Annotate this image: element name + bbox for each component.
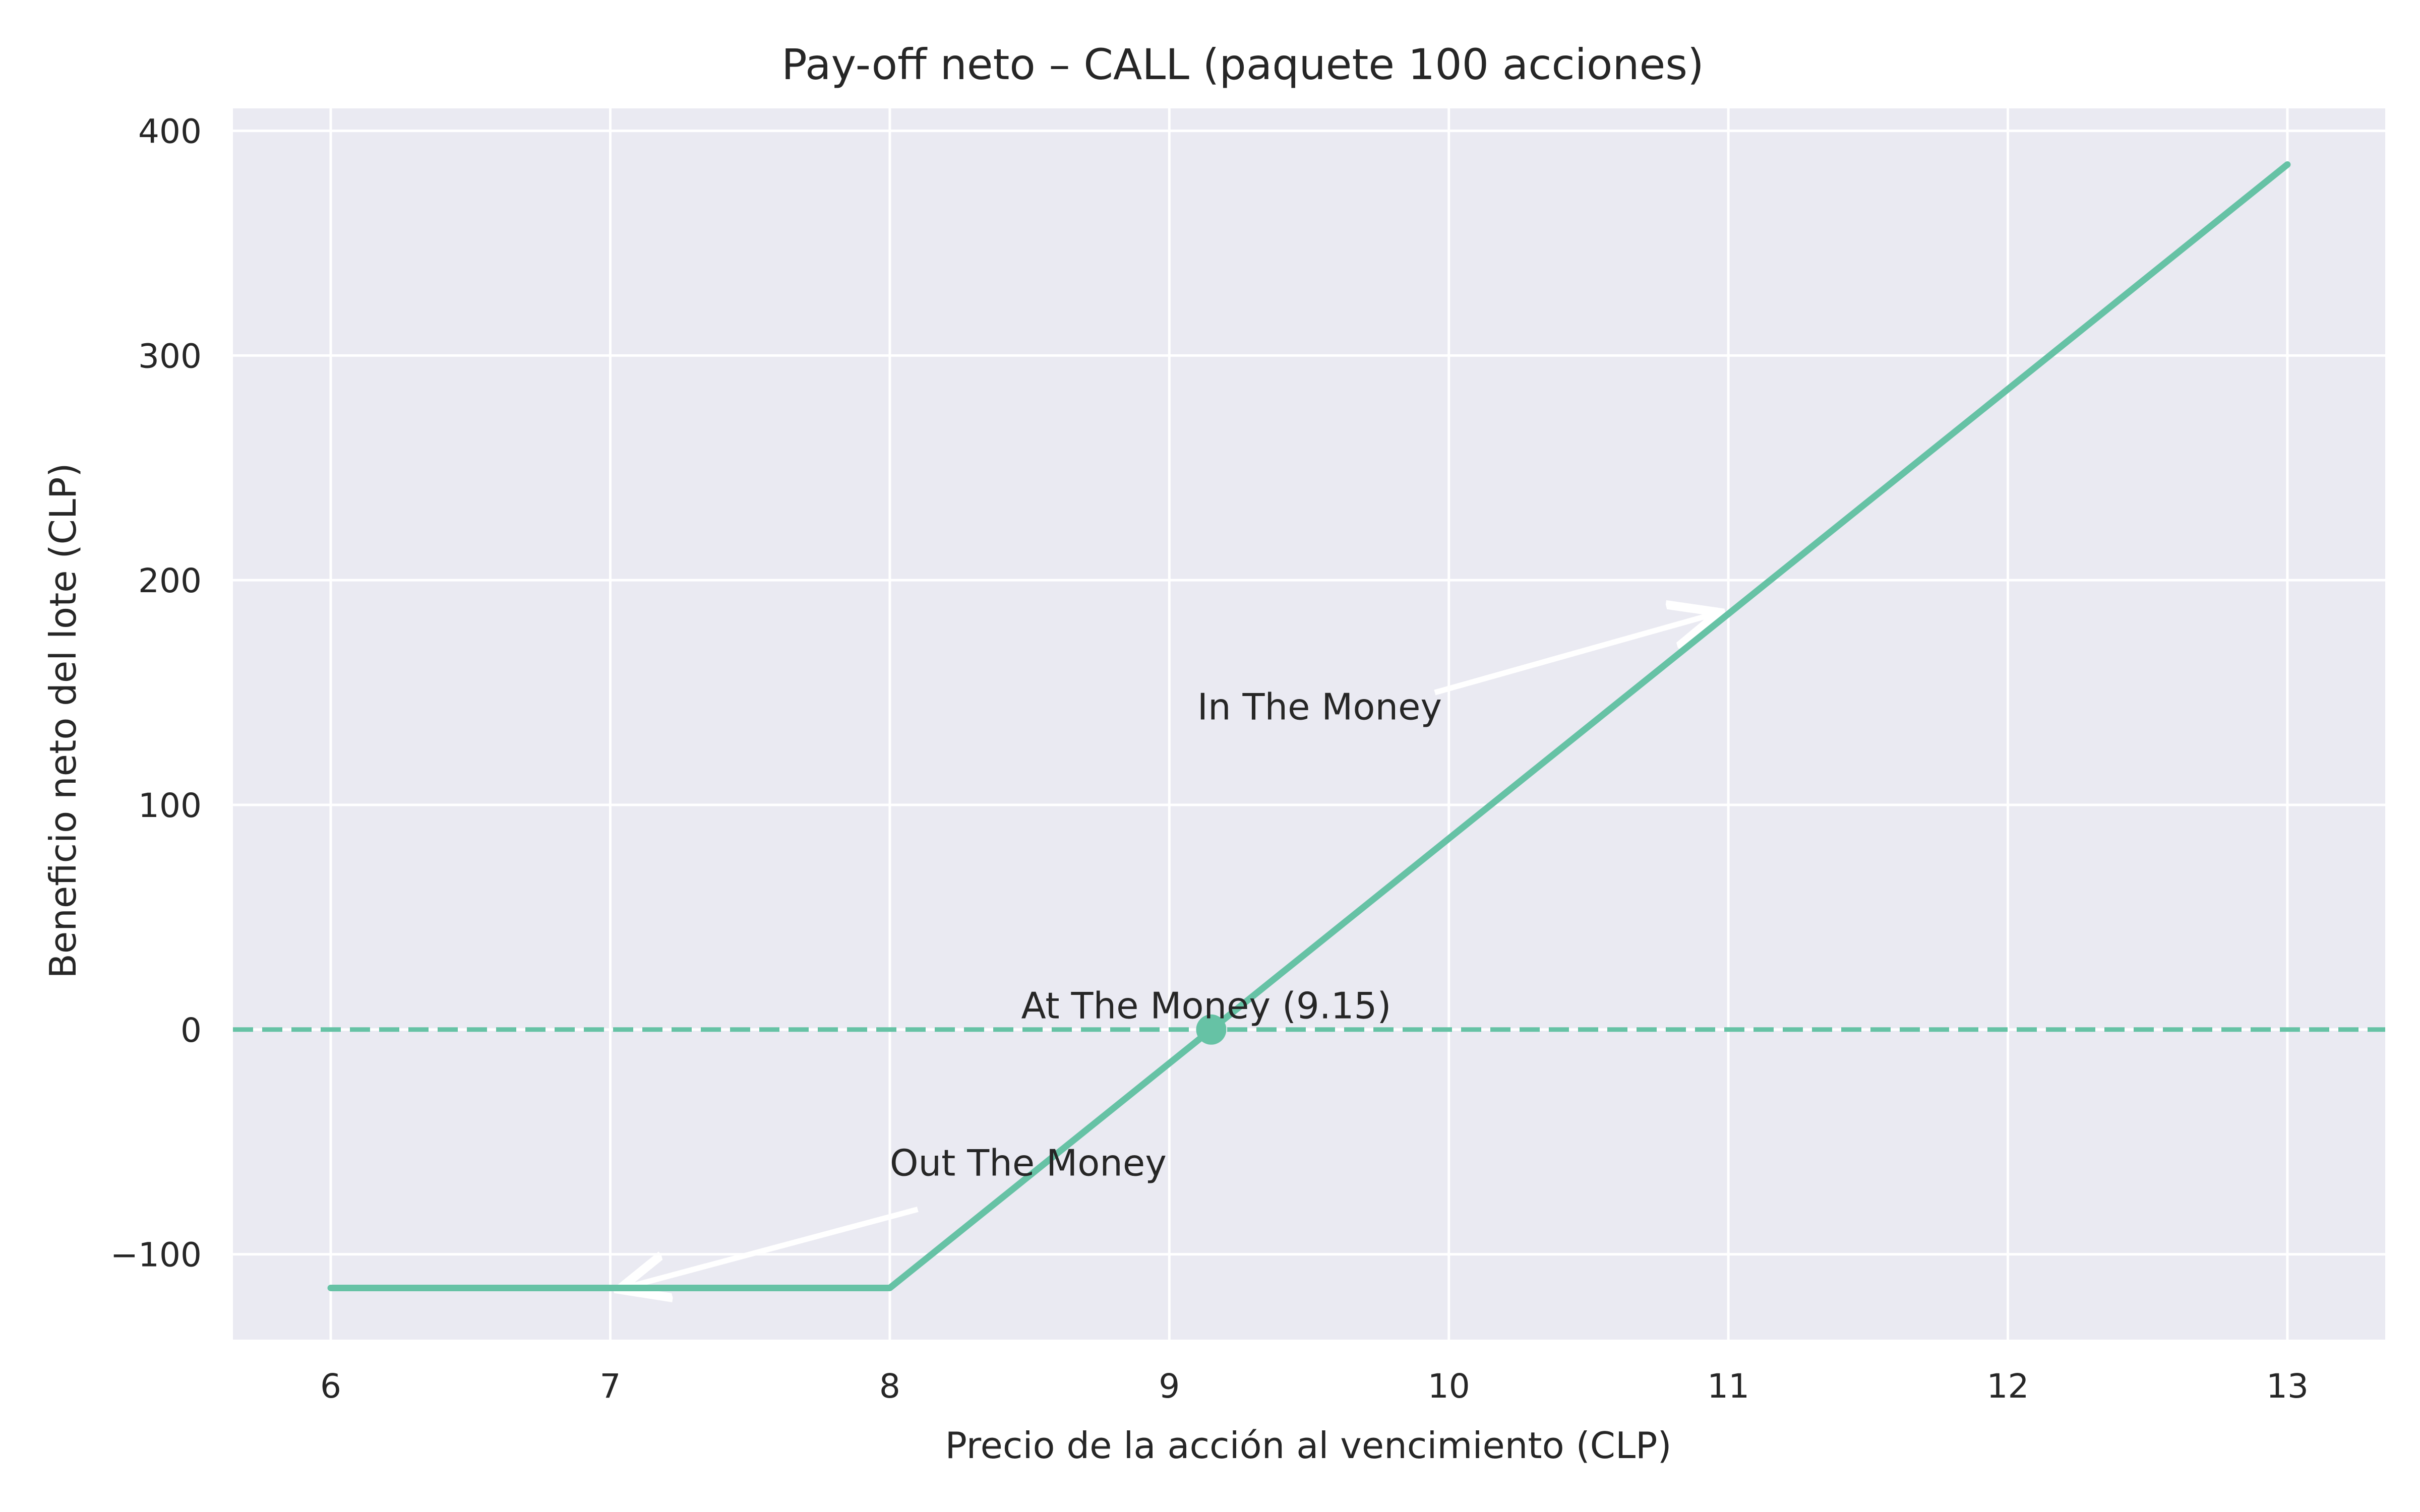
y-tick-label: 0 <box>180 1011 202 1050</box>
x-axis-ticks: 6 7 8 9 10 11 12 13 <box>320 1367 2309 1406</box>
x-tick-label: 7 <box>599 1367 621 1406</box>
annotation-labels: In The Money At The Money (9.15) Out The M… <box>890 686 1442 1184</box>
annotation-label: In The Money <box>1197 686 1442 728</box>
annotation-arrow <box>1434 614 1714 696</box>
x-tick-label: 13 <box>2266 1367 2309 1406</box>
y-axis-ticks: −100 0 100 200 300 400 <box>110 112 202 1275</box>
y-tick-label: 200 <box>138 561 202 600</box>
x-tick-label: 8 <box>879 1367 900 1406</box>
y-axis-label: Beneficio neto del lote (CLP) <box>42 463 84 979</box>
annotation-arrow <box>624 1207 919 1288</box>
annotation-arrows <box>624 614 1714 1288</box>
chart-title: Pay-off neto – CALL (paquete 100 accione… <box>781 40 1704 89</box>
y-tick-label: 400 <box>138 112 202 151</box>
annotation-label: Out The Money <box>890 1142 1167 1184</box>
x-tick-label: 9 <box>1159 1367 1180 1406</box>
payoff-series-line <box>327 161 2291 1291</box>
x-tick-label: 11 <box>1707 1367 1749 1406</box>
y-tick-label: −100 <box>110 1236 202 1275</box>
x-tick-label: 12 <box>1987 1367 2029 1406</box>
y-tick-label: 100 <box>138 786 202 825</box>
x-tick-label: 10 <box>1428 1367 1470 1406</box>
y-tick-label: 300 <box>138 337 202 375</box>
plot-background <box>233 108 2385 1340</box>
annotation-label: At The Money (9.15) <box>1021 985 1391 1027</box>
x-tick-label: 6 <box>320 1367 341 1406</box>
breakeven-marker <box>1196 1014 1227 1045</box>
x-axis-label: Precio de la acción al vencimiento (CLP) <box>945 1424 1671 1467</box>
